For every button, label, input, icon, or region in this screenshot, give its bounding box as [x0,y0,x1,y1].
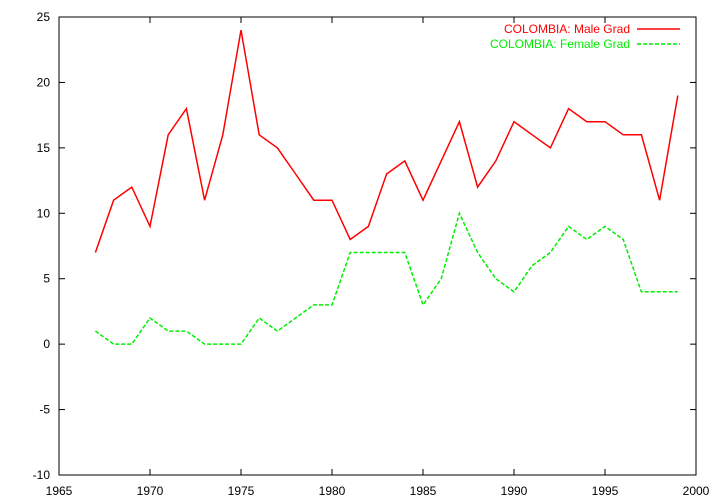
x-tick-label: 1985 [410,484,437,498]
legend-label-female-grad: COLOMBIA: Female Grad [490,37,630,51]
y-tick-label: 15 [37,141,51,155]
x-tick-label: 1975 [228,484,255,498]
x-tick-label: 1990 [501,484,528,498]
x-tick-label: 1995 [592,484,619,498]
y-tick-label: 20 [37,75,51,89]
y-tick-label: 25 [37,10,51,24]
series-layer [94,29,679,345]
y-tick-label: -10 [33,468,51,482]
plot-frame [58,16,697,476]
legend-label-male-grad: COLOMBIA: Male Grad [504,22,630,36]
series-line-male-grad [94,29,679,253]
series-line-female-grad [94,211,678,345]
axis-ticks: 1965 1970 1975 1980 1985 1990 1995 2000 -10 -5 0 5 1… [33,10,710,498]
y-tick-label: 0 [43,337,50,351]
x-tick-label: 1970 [137,484,164,498]
x-tick-label: 2000 [683,484,710,498]
y-tick-label: 5 [43,272,50,286]
y-tick-label: 10 [37,206,51,220]
y-tick-label: -5 [39,403,50,417]
x-tick-label: 1980 [319,484,346,498]
x-tick-label: 1965 [46,484,73,498]
